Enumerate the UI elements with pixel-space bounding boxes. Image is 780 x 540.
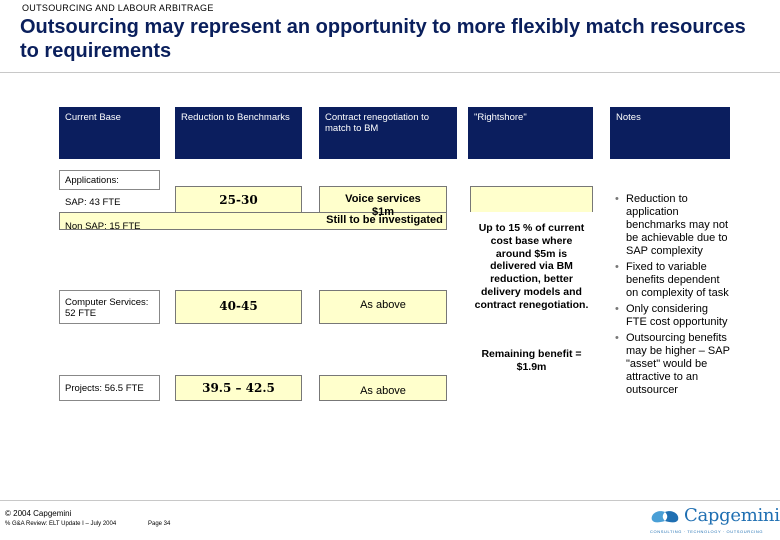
- rightshore-box: [470, 186, 593, 212]
- note-text: Outsourcing benefits may be higher – SAP…: [626, 332, 730, 396]
- contract-voice-services: Voice services $1m: [345, 193, 421, 218]
- note-item-1: • Reduction to application benchmarks ma…: [615, 193, 730, 258]
- contract-still-investigated: Still to be investigated: [326, 214, 443, 226]
- applications-label: Applications:: [59, 170, 160, 190]
- row-non-sap-overlay: Non SAP: 15 FTE: [65, 221, 141, 232]
- page-title: Outsourcing may represent an opportunity…: [20, 16, 746, 62]
- bullet-icon: •: [615, 303, 619, 315]
- header-reduction-to-benchmarks: Reduction to Benchmarks: [175, 107, 302, 159]
- note-item-2: • Fixed to variable benefits dependent o…: [615, 261, 730, 300]
- rightshore-main-text: Up to 15 % of current cost base where ar…: [474, 222, 589, 311]
- row-projects: Projects: 56.5 FTE: [59, 375, 160, 401]
- notes-list: • Reduction to application benchmarks ma…: [615, 193, 730, 397]
- logo-wordmark: Capgemini: [684, 505, 780, 526]
- reduction-value-3: 39.5 – 42.5: [202, 381, 275, 395]
- contract-box-3: [319, 375, 447, 401]
- header-rightshore: "Rightshore": [468, 107, 593, 159]
- footer-copyright: © 2004 Capgemini: [5, 509, 72, 518]
- contract-box-2: [319, 290, 447, 324]
- capgemini-logo: Capgemini CONSULTING · TECHNOLOGY · OUTS…: [648, 505, 780, 535]
- logo-tagline: CONSULTING · TECHNOLOGY · OUTSOURCING: [650, 529, 764, 534]
- bullet-icon: •: [615, 193, 619, 205]
- row-computer-services: Computer Services: 52 FTE: [59, 290, 160, 324]
- title-divider: [0, 72, 780, 73]
- footer-page: Page 34: [148, 521, 171, 527]
- rightshore-remaining-benefit: Remaining benefit = $1.9m: [481, 348, 582, 373]
- note-item-3: • Only considering FTE cost opportunity: [615, 303, 730, 329]
- note-text: Fixed to variable benefits dependent on …: [626, 261, 729, 299]
- note-text: Reduction to application benchmarks may …: [626, 193, 729, 257]
- note-text: Only considering FTE cost opportunity: [626, 303, 728, 328]
- bullet-icon: •: [615, 332, 619, 344]
- footer-document: % G&A Review: ELT Update I – July 2004: [5, 521, 117, 527]
- reduction-box-2: [175, 290, 302, 324]
- row-sap: SAP: 43 FTE: [65, 197, 121, 208]
- contract-as-above-2: As above: [360, 385, 406, 397]
- footer-divider: [0, 500, 780, 501]
- header-notes: Notes: [610, 107, 730, 159]
- reduction-box-1: [175, 186, 302, 212]
- header-current-base: Current Base: [59, 107, 160, 159]
- applications-highlight-band: [59, 212, 447, 230]
- contract-as-above-1: As above: [360, 299, 406, 311]
- reduction-value-1: 25-30: [219, 193, 258, 207]
- header-contract-renegotiation: Contract renegotiation to match to BM: [319, 107, 457, 159]
- spade-logo-icon: [651, 511, 679, 523]
- section-kicker: OUTSOURCING AND LABOUR ARBITRAGE: [22, 3, 214, 13]
- bullet-icon: •: [615, 261, 619, 273]
- reduction-box-3: [175, 375, 302, 401]
- reduction-value-2: 40-45: [219, 299, 258, 313]
- note-item-4: • Outsourcing benefits may be higher – S…: [615, 332, 730, 397]
- contract-box-voice: [319, 186, 447, 212]
